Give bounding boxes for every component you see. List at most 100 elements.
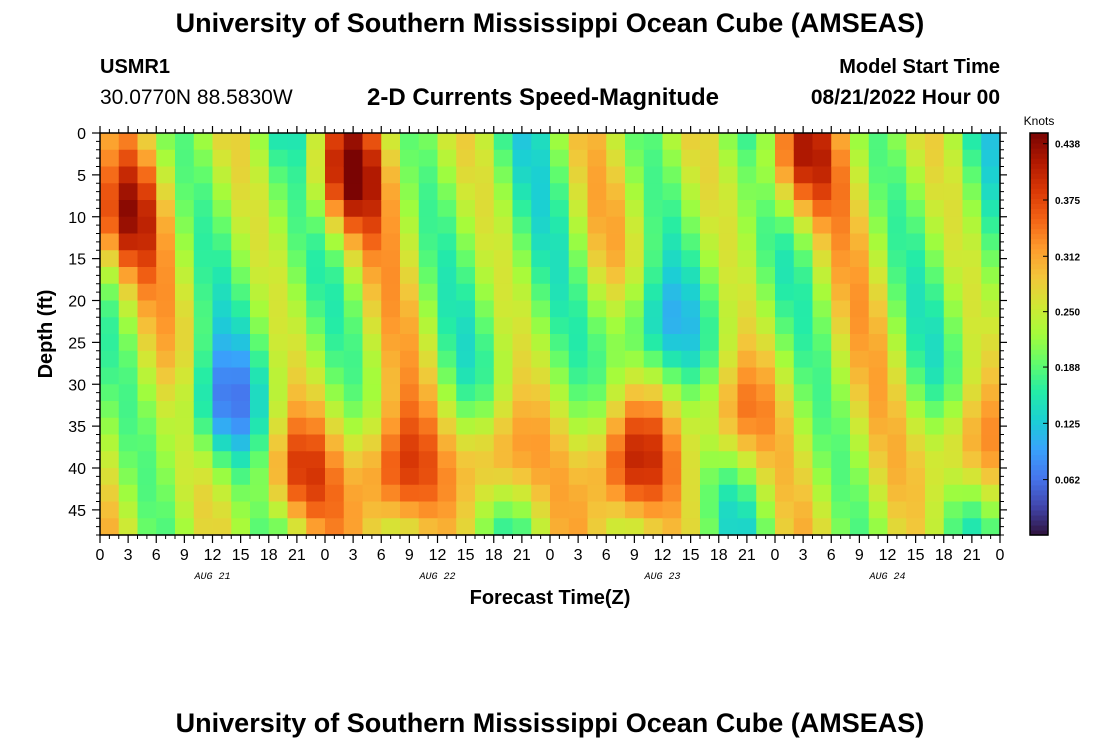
heatmap-cell bbox=[287, 200, 307, 218]
heatmap-cell bbox=[925, 267, 945, 285]
heatmap-cell bbox=[268, 200, 289, 218]
heatmap-cell bbox=[381, 216, 401, 235]
heatmap-cell bbox=[250, 434, 270, 452]
heatmap-cell bbox=[850, 133, 870, 151]
heatmap-cell bbox=[118, 149, 139, 168]
heatmap-cell bbox=[812, 484, 832, 503]
colorbar-swatch bbox=[1030, 293, 1048, 300]
y-tick-label: 35 bbox=[68, 419, 86, 436]
heatmap-cell bbox=[943, 166, 964, 184]
heatmap-cell bbox=[475, 367, 495, 385]
heatmap-cell bbox=[700, 350, 720, 369]
heatmap-cell bbox=[231, 350, 251, 369]
heatmap-cell bbox=[456, 501, 476, 519]
colorbar-swatch bbox=[1030, 168, 1048, 174]
heatmap-cell bbox=[625, 451, 645, 469]
heatmap-cell bbox=[400, 166, 420, 184]
heatmap-cell bbox=[512, 183, 532, 201]
heatmap-cell bbox=[343, 166, 364, 184]
heatmap-cell bbox=[606, 283, 626, 302]
heatmap-cell bbox=[643, 468, 664, 486]
heatmap-cell bbox=[325, 166, 345, 184]
colorbar-tick-label: 0.438 bbox=[1055, 140, 1080, 151]
heatmap-cell bbox=[456, 334, 476, 352]
heatmap-cell bbox=[512, 401, 532, 419]
heatmap-cell bbox=[981, 384, 1001, 402]
heatmap-cell bbox=[550, 133, 570, 151]
heatmap-cell bbox=[718, 250, 739, 268]
x-tick-label: 9 bbox=[630, 547, 639, 564]
heatmap-cell bbox=[156, 350, 176, 369]
heatmap-cell bbox=[962, 166, 982, 184]
heatmap-cell bbox=[250, 250, 270, 268]
heatmap-cell bbox=[737, 367, 757, 385]
heatmap-cell bbox=[175, 350, 195, 369]
x-tick-label: 15 bbox=[682, 547, 700, 564]
heatmap-cell bbox=[981, 200, 1001, 218]
heatmap-cell bbox=[156, 183, 176, 201]
heatmap-cell bbox=[381, 300, 401, 318]
heatmap-cell bbox=[531, 200, 551, 218]
colorbar-swatch bbox=[1030, 233, 1048, 240]
heatmap-cell bbox=[362, 384, 382, 402]
x-tick-label: 12 bbox=[654, 547, 672, 564]
heatmap-cell bbox=[587, 216, 607, 235]
heatmap-cell bbox=[775, 200, 795, 218]
heatmap-cell bbox=[550, 200, 570, 218]
colorbar-frame bbox=[1029, 132, 1049, 536]
heatmap-cell bbox=[193, 334, 214, 352]
heatmap-cell bbox=[850, 384, 870, 402]
heatmap-cell bbox=[756, 300, 776, 318]
heatmap-cell bbox=[793, 267, 814, 285]
heatmap-cell bbox=[962, 501, 982, 519]
heatmap-cell bbox=[625, 384, 645, 402]
heatmap-cell bbox=[306, 434, 326, 452]
heatmap-cell bbox=[400, 451, 420, 469]
heatmap-cell bbox=[925, 334, 945, 352]
heatmap-cell bbox=[512, 434, 532, 452]
heatmap-cell bbox=[362, 350, 382, 369]
heatmap-cell bbox=[193, 183, 214, 201]
heatmap-cell bbox=[343, 451, 364, 469]
heatmap-cell bbox=[175, 434, 195, 452]
heatmap-cell bbox=[306, 233, 326, 251]
heatmap-cell bbox=[100, 417, 120, 436]
colorbar-swatch bbox=[1030, 238, 1048, 245]
heatmap-cell bbox=[268, 451, 289, 469]
heatmap-cell bbox=[718, 183, 739, 201]
colorbar-swatch bbox=[1030, 339, 1048, 345]
heatmap-cell bbox=[868, 468, 889, 486]
heatmap-cell bbox=[137, 501, 157, 519]
heatmap-cell bbox=[587, 501, 607, 519]
heatmap-cell bbox=[662, 233, 682, 251]
heatmap-cell bbox=[343, 200, 364, 218]
heatmap-cell bbox=[456, 149, 476, 168]
heatmap-cell bbox=[137, 468, 157, 486]
heatmap-cell bbox=[418, 283, 439, 302]
heatmap-cell bbox=[831, 334, 851, 352]
heatmap-cell bbox=[343, 384, 364, 402]
heatmap-cell bbox=[325, 133, 345, 151]
heatmap-cell bbox=[343, 401, 364, 419]
heatmap-cell bbox=[531, 300, 551, 318]
heatmap-cell bbox=[568, 216, 589, 235]
heatmap-cell bbox=[625, 300, 645, 318]
heatmap-cell bbox=[981, 183, 1001, 201]
heatmap-cell bbox=[943, 350, 964, 369]
heatmap-cell bbox=[475, 183, 495, 201]
heatmap-cell bbox=[981, 300, 1001, 318]
heatmap-cell bbox=[250, 200, 270, 218]
heatmap-cell bbox=[531, 451, 551, 469]
x-tick-label: 0 bbox=[546, 547, 555, 564]
heatmap-cell bbox=[887, 334, 907, 352]
heatmap-cell bbox=[831, 468, 851, 486]
heatmap-cell bbox=[175, 334, 195, 352]
heatmap-cell bbox=[625, 250, 645, 268]
colorbar-tick-label: 0.188 bbox=[1055, 363, 1080, 374]
heatmap-cell bbox=[831, 350, 851, 369]
heatmap-cell bbox=[231, 334, 251, 352]
heatmap-cell bbox=[100, 200, 120, 218]
heatmap-cell bbox=[212, 451, 232, 469]
heatmap-cell bbox=[456, 384, 476, 402]
heatmap-cell bbox=[681, 334, 701, 352]
